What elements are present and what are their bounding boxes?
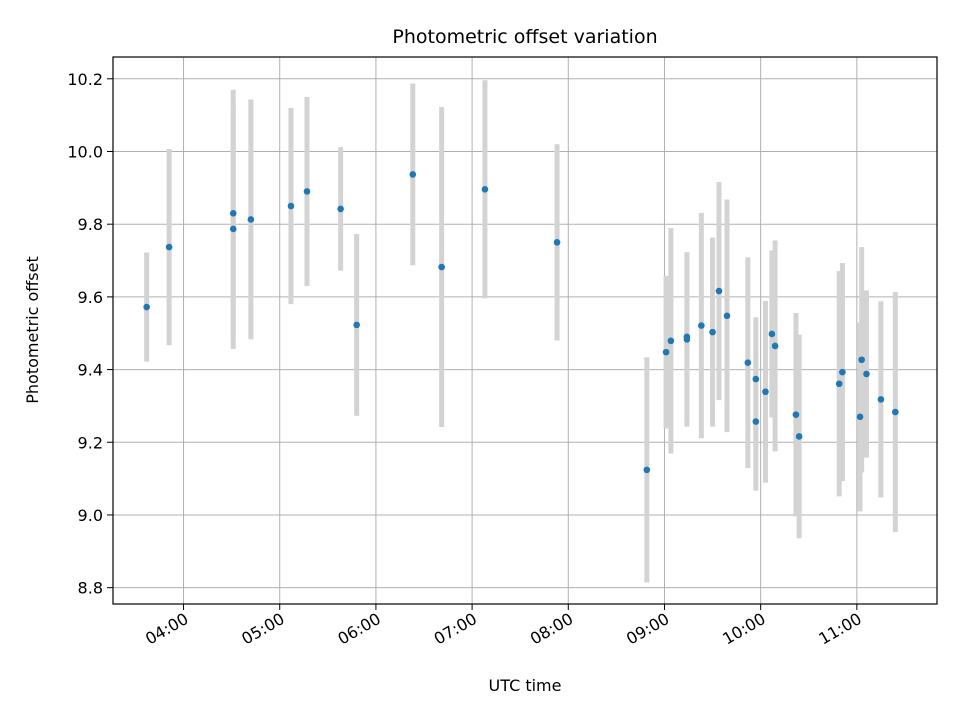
data-point: [287, 202, 295, 210]
data-point: [553, 239, 561, 246]
data-point: [856, 413, 864, 421]
y-tick-label: 9.8: [78, 215, 103, 234]
x-axis-label: UTC time: [489, 676, 562, 695]
data-point: [744, 359, 752, 366]
data-point: [481, 185, 489, 193]
data-point: [877, 396, 885, 403]
data-point: [247, 216, 255, 223]
data-point: [643, 466, 651, 474]
data-point: [752, 375, 760, 383]
plot-frame: [112, 56, 938, 605]
chart-title: Photometric offset variation: [392, 26, 657, 48]
data-point: [353, 321, 360, 329]
data-point: [683, 333, 691, 341]
data-point: [892, 408, 899, 416]
data-point: [662, 348, 670, 356]
data-point: [229, 225, 237, 233]
y-axis-ticks: 8.8 9.0 9.2 9.4 9.6 9.8 10.0 10.2: [67, 70, 113, 598]
y-tick-label: 8.8: [78, 579, 103, 598]
data-point: [752, 418, 760, 425]
data-point: [667, 337, 675, 345]
data-point: [863, 370, 870, 378]
data-point: [715, 287, 723, 295]
y-tick-label: 9.6: [78, 288, 103, 307]
y-tick-label: 9.2: [78, 433, 103, 452]
y-tick-label: 10.0: [67, 142, 103, 161]
data-point: [839, 368, 846, 376]
y-tick-label: 9.0: [78, 506, 103, 525]
y-tick-label: 10.2: [67, 70, 103, 89]
data-point: [698, 322, 705, 329]
plot-area: [113, 57, 937, 604]
data-point: [709, 328, 716, 336]
data-point: [438, 263, 445, 271]
data-point: [337, 205, 344, 213]
data-point: [771, 342, 779, 350]
data-point: [795, 433, 803, 440]
y-tick-label: 9.4: [78, 361, 103, 380]
data-point: [165, 243, 173, 251]
data-point: [303, 188, 311, 195]
data-point: [835, 380, 843, 388]
data-points: [143, 171, 899, 474]
data-point: [768, 330, 776, 338]
data-point: [409, 171, 417, 178]
data-point: [723, 312, 731, 320]
y-axis-label: Photometric offset: [23, 256, 42, 404]
data-point: [858, 356, 865, 364]
data-point: [792, 411, 800, 418]
data-point: [762, 388, 769, 396]
data-point: [229, 209, 237, 217]
data-point: [143, 303, 150, 311]
